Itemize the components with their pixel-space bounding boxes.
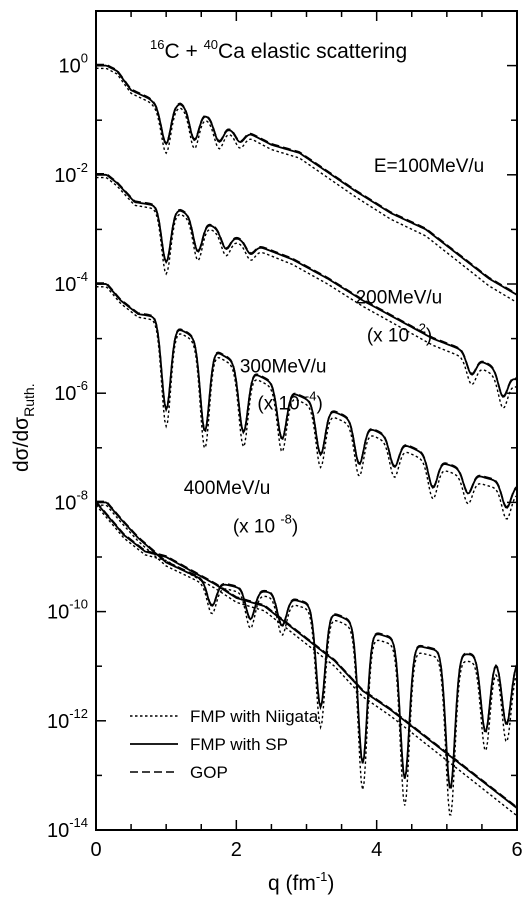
curve-e400-dotted	[95, 504, 518, 816]
x-axis: 0 2 4 6	[90, 11, 523, 861]
scale-sup: -8	[280, 511, 292, 526]
curve-e100-dashed	[96, 63, 518, 295]
y-tick-base: 10	[54, 165, 76, 187]
series-label-e300: 300MeV/u	[240, 356, 327, 377]
curve-e300-solid	[96, 283, 518, 509]
x-tick-label: 4	[371, 839, 382, 861]
y-tick-base: 10	[47, 602, 69, 624]
scale-text: (x 10	[233, 516, 281, 537]
chart-title: 16C + 40Ca elastic scattering	[150, 37, 407, 63]
y-tick-exp: -6	[76, 378, 88, 393]
y-tick-label: 10-6	[54, 378, 88, 405]
y-tick-base: 10	[59, 56, 81, 78]
y-tick-exp: -2	[76, 160, 88, 175]
curves	[95, 63, 518, 817]
y-tick-label: 100	[59, 51, 88, 78]
scale-close: )	[292, 516, 298, 537]
y-tick-label: 10-12	[47, 706, 88, 733]
y-tick-exp: -12	[69, 706, 88, 721]
curve-e200-solid	[96, 173, 518, 398]
legend-label: FMP with SP	[190, 735, 288, 754]
y-tick-label: 10-4	[54, 269, 88, 296]
curve-e100x-dotted	[95, 504, 518, 817]
scale-sup: -4	[305, 389, 317, 404]
y-tick-base: 10	[47, 820, 69, 842]
title-part-a: C +	[164, 40, 203, 63]
scale-text: (x 10	[257, 394, 305, 415]
y-tick-exp: 0	[81, 51, 88, 66]
curve-e200-dotted	[95, 176, 518, 409]
series-scale-e200: (x 10 -2)	[367, 320, 432, 346]
xlabel-sup: -1	[316, 869, 328, 884]
ylabel-sub: Ruth.	[21, 383, 37, 416]
series-label-e100: E=100MeV/u	[374, 156, 484, 177]
y-tick-label: 10-14	[47, 815, 88, 842]
y-tick-label: 10-8	[54, 487, 88, 514]
y-tick-exp: -14	[69, 815, 88, 830]
legend-label: FMP with Niigata	[190, 707, 319, 726]
y-tick-exp: -10	[69, 597, 88, 612]
xlabel-main: q (fm	[268, 872, 316, 895]
curve-e300-dotted	[95, 286, 518, 520]
series-scale-e400: (x 10 -8)	[233, 511, 298, 537]
legend-label: GOP	[190, 763, 228, 782]
y-tick-exp: -4	[76, 269, 88, 284]
x-axis-title: q (fm-1)	[268, 869, 334, 895]
scale-close: )	[316, 394, 322, 415]
curve-e100x-solid	[95, 501, 518, 809]
scale-close: )	[426, 325, 432, 346]
xlabel-close: )	[327, 872, 334, 895]
x-tick-label: 2	[231, 839, 242, 861]
series-label-e400: 400MeV/u	[184, 478, 271, 499]
y-tick-label: 10-10	[47, 597, 88, 624]
y-tick-base: 10	[54, 492, 76, 514]
series-label-e200: 200MeV/u	[356, 288, 443, 309]
series-scale-e300: (x 10 -4)	[257, 389, 322, 415]
y-tick-label: 10-2	[54, 160, 88, 187]
y-tick-base: 10	[54, 383, 76, 405]
y-tick-exp: -8	[76, 487, 88, 502]
title-pre-sup: 16	[150, 37, 164, 52]
scale-text: (x 10	[367, 325, 415, 346]
x-tick-label: 6	[511, 839, 522, 861]
title-part-b: Ca elastic scattering	[218, 40, 407, 63]
ylabel-main: dσ/dσ	[10, 417, 33, 472]
y-tick-base: 10	[54, 274, 76, 296]
series-annotations: E=100MeV/u 200MeV/u (x 10 -2) 300MeV/u (x 10…	[184, 156, 485, 537]
x-tick-label: 0	[90, 839, 101, 861]
curve-e100-solid	[96, 64, 518, 296]
curve-e100-dotted	[95, 67, 518, 304]
title-sup: 40	[204, 37, 218, 52]
y-axis-title: dσ/dσRuth.	[10, 383, 37, 472]
y-tick-base: 10	[47, 711, 69, 733]
scale-sup: -2	[414, 320, 426, 335]
curve-e400-solid	[96, 501, 518, 789]
legend: FMP with Niigata FMP with SP GOP	[130, 707, 319, 782]
